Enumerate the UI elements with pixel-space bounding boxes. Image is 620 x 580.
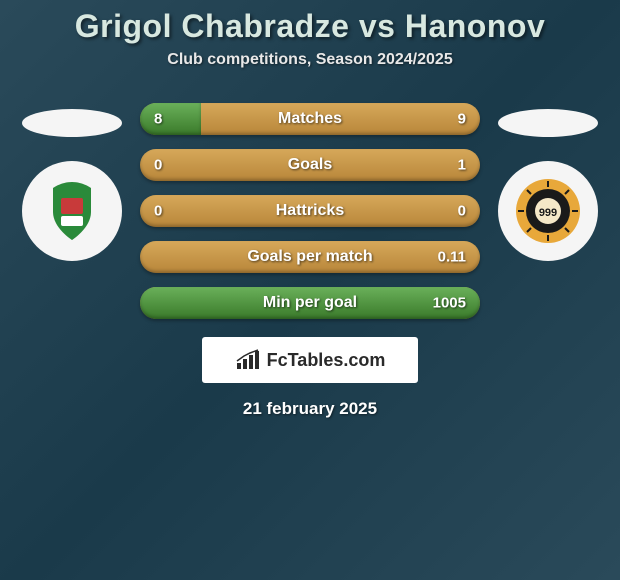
stat-bar: Min per goal 1005 xyxy=(140,287,480,319)
stat-value-left: 8 xyxy=(154,111,162,128)
stat-value-left: 0 xyxy=(154,203,162,220)
stat-bar: Goals per match 0.11 xyxy=(140,241,480,273)
svg-text:999: 999 xyxy=(539,207,557,219)
stat-label: Goals xyxy=(288,156,332,174)
stat-label: Min per goal xyxy=(263,294,357,312)
player-left-column xyxy=(22,97,122,261)
stat-bar: 0 Hattricks 0 xyxy=(140,195,480,227)
brand-label: FcTables.com xyxy=(267,350,386,371)
stat-value-right: 1 xyxy=(458,157,466,174)
stat-value-right: 9 xyxy=(458,111,466,128)
subtitle: Club competitions, Season 2024/2025 xyxy=(0,51,620,69)
team-right-icon: 999 xyxy=(513,176,583,246)
date-label: 21 february 2025 xyxy=(0,399,620,419)
stat-value-right: 1005 xyxy=(433,295,466,312)
team-left-icon xyxy=(37,176,107,246)
team-right-badge: 999 xyxy=(498,161,598,261)
stat-label: Goals per match xyxy=(247,248,372,266)
page-title: Grigol Chabradze vs Hanonov xyxy=(0,8,620,45)
player-right-photo xyxy=(498,109,598,137)
chart-icon xyxy=(235,349,261,371)
player-left-photo xyxy=(22,109,122,137)
team-left-badge xyxy=(22,161,122,261)
infographic-root: Grigol Chabradze vs Hanonov Club competi… xyxy=(0,0,620,580)
stat-label: Matches xyxy=(278,110,342,128)
stat-bar: 8 Matches 9 xyxy=(140,103,480,135)
bar-fill-left xyxy=(140,103,201,135)
stat-value-right: 0 xyxy=(458,203,466,220)
stat-value-right: 0.11 xyxy=(438,249,466,266)
stat-value-left: 0 xyxy=(154,157,162,174)
player-right-column: 999 xyxy=(498,97,598,261)
main-row: 8 Matches 9 0 Goals 1 0 Hattricks 0 Goals per mat… xyxy=(0,97,620,319)
stat-bar: 0 Goals 1 xyxy=(140,149,480,181)
brand-box[interactable]: FcTables.com xyxy=(202,337,418,383)
stat-label: Hattricks xyxy=(276,202,344,220)
stat-bars: 8 Matches 9 0 Goals 1 0 Hattricks 0 Goals per mat… xyxy=(140,103,480,319)
